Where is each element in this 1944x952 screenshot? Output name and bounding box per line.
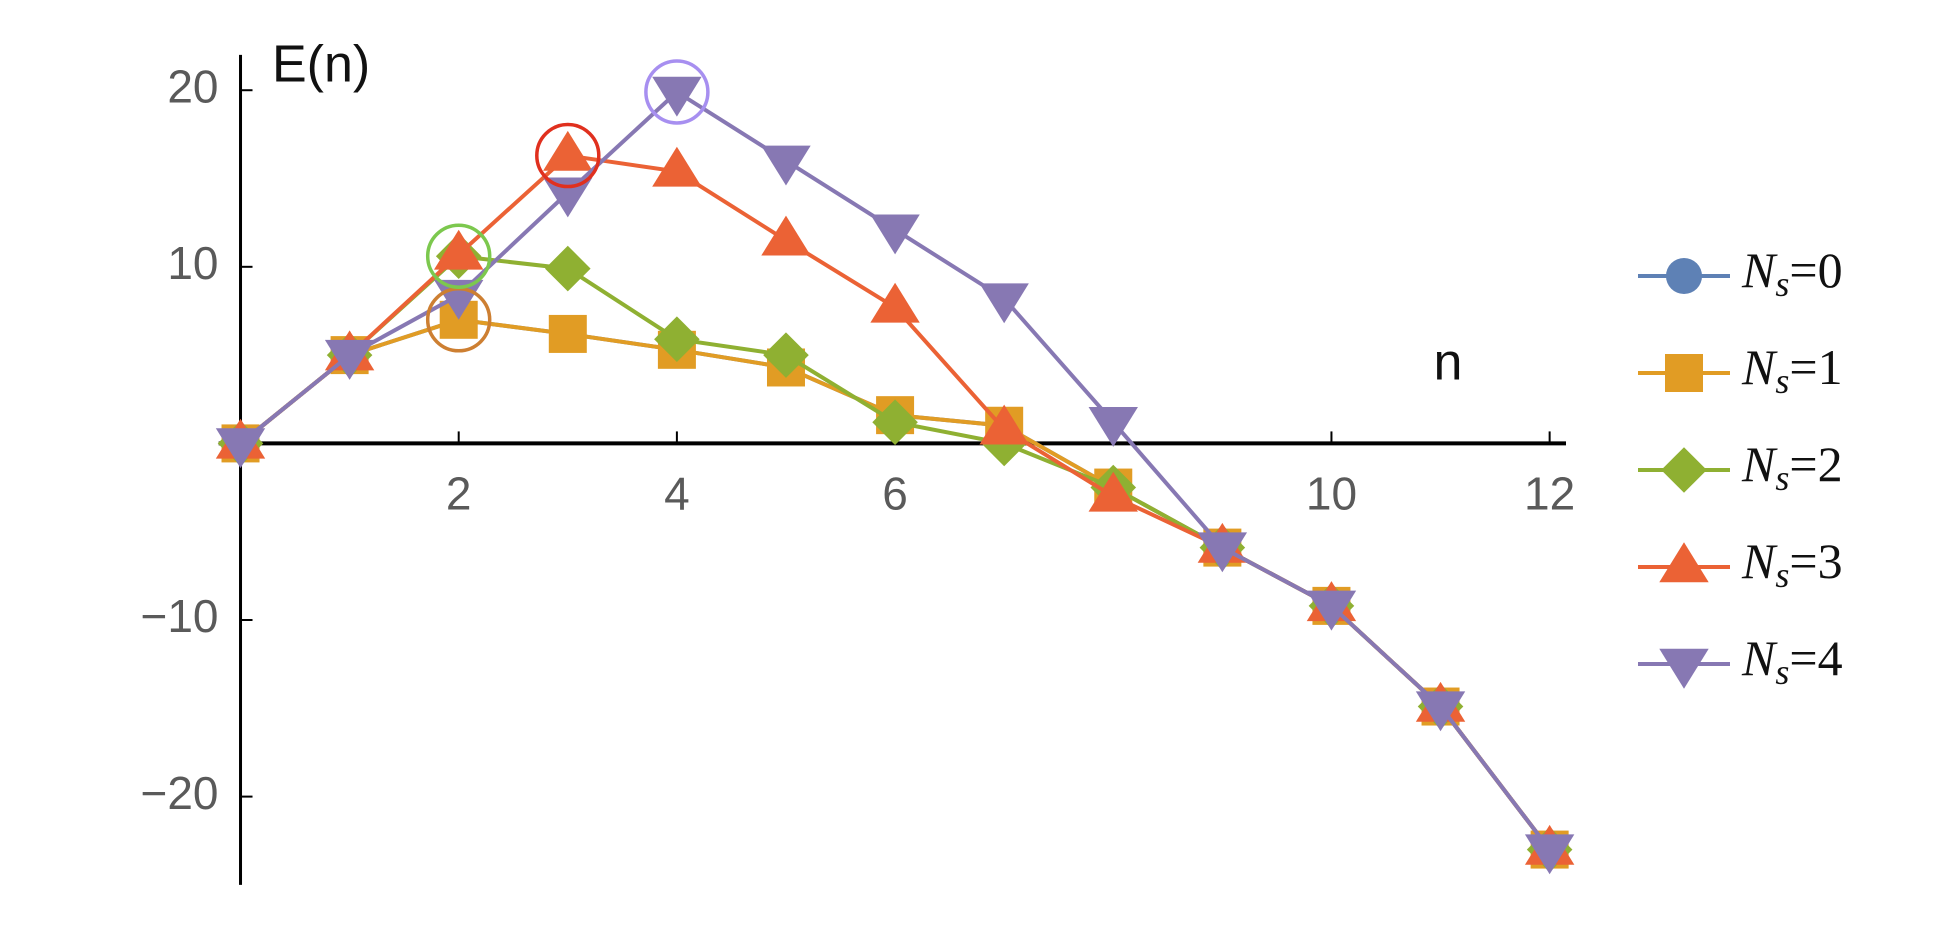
data-point (761, 215, 811, 256)
legend-marker (1659, 648, 1709, 689)
data-point (761, 145, 811, 186)
y-tick-label: 20 (167, 60, 218, 112)
data-point (1197, 532, 1248, 573)
data-point (1306, 590, 1357, 631)
x-tick-label: 2 (446, 468, 472, 520)
legend-marker (1659, 542, 1709, 583)
legend-label: Ns=4 (1741, 630, 1843, 692)
data-point (1415, 691, 1466, 732)
data-point (324, 339, 375, 380)
y-tick-label: −10 (140, 590, 218, 642)
y-tick-label: −20 (140, 767, 218, 819)
legend-label-part: N (1741, 339, 1778, 395)
legend-label-part: =3 (1789, 533, 1842, 589)
peak-highlight (535, 122, 601, 189)
data-point (979, 404, 1029, 445)
data-point (654, 316, 700, 363)
data-point (543, 177, 593, 218)
legend-label-part: =2 (1789, 436, 1842, 492)
legend-marker (1665, 257, 1703, 295)
data-point (872, 399, 918, 446)
legend-label-part: =0 (1789, 242, 1842, 298)
data-point (1088, 471, 1138, 512)
data-point (434, 229, 484, 270)
data-point (652, 146, 702, 187)
legend-label-part: N (1741, 533, 1778, 589)
x-tick-label: 12 (1524, 468, 1575, 520)
x-tick-label: 10 (1306, 468, 1357, 520)
data-point (763, 332, 809, 378)
data-point (215, 428, 266, 469)
peak-highlight (425, 223, 492, 289)
y-axis-label: E(n) (272, 36, 370, 94)
data-point (544, 245, 591, 292)
x-tick-label: 6 (882, 468, 908, 520)
legend-marker (1661, 447, 1707, 493)
peak-highlight (644, 59, 710, 125)
legend-label-part: s (1775, 458, 1789, 498)
x-tick-label: 4 (664, 468, 690, 520)
legend-label: Ns=1 (1741, 339, 1843, 401)
legend-label-part: s (1775, 555, 1789, 595)
legend-label-part: s (1775, 652, 1789, 692)
legend-label: Ns=2 (1741, 436, 1843, 498)
data-point (979, 283, 1029, 324)
data-point (870, 282, 920, 323)
legend-label-part: s (1775, 361, 1789, 401)
data-point (543, 130, 593, 171)
legend-marker (1665, 354, 1703, 392)
legend-label-part: N (1741, 630, 1778, 686)
data-point (1524, 834, 1575, 875)
legend-label-part: s (1775, 264, 1789, 304)
legend-label: Ns=0 (1741, 242, 1843, 304)
data-point (652, 76, 702, 117)
y-tick-label: 10 (167, 237, 218, 289)
legend-label-part: =1 (1789, 339, 1842, 395)
x-axis-label: n (1434, 334, 1463, 392)
legend-label-part: =4 (1789, 630, 1842, 686)
series-line (239, 254, 1552, 851)
legend-label: Ns=3 (1741, 533, 1843, 595)
data-point (1088, 407, 1138, 447)
data-point (870, 214, 920, 255)
legend-label-part: N (1741, 242, 1778, 298)
data-point (548, 314, 587, 353)
legend-label-part: N (1741, 436, 1778, 492)
